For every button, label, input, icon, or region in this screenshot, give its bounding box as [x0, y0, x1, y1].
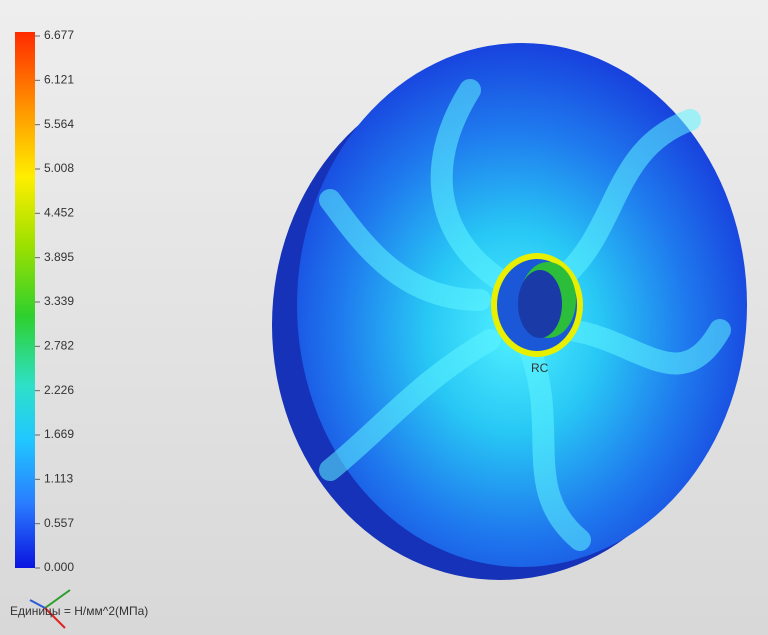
scale-label: 5.008 [44, 161, 74, 175]
scale-label: 5.564 [44, 117, 74, 131]
scale-label: 2.226 [44, 383, 74, 397]
scale-label: 2.782 [44, 339, 74, 353]
units-label: Единицы = Н/мм^2(МПа) [10, 604, 148, 618]
bore-inner [518, 270, 562, 338]
viewport: 6.677 6.121 5.564 5.008 4.452 3.895 3.339 2.782… [0, 0, 768, 635]
scale-label: 3.339 [44, 294, 74, 308]
scale-label: 6.121 [44, 73, 74, 87]
scale-label: 0.000 [44, 560, 74, 574]
color-scale [15, 32, 35, 568]
scale-label: 1.113 [44, 472, 73, 486]
scale-label: 6.677 [44, 28, 74, 42]
scale-label: 1.669 [44, 427, 74, 441]
hub-label: RC [531, 361, 549, 375]
scale-label: 4.452 [44, 206, 74, 220]
scale-label: 3.895 [44, 250, 74, 264]
scale-label: 0.557 [44, 516, 74, 530]
